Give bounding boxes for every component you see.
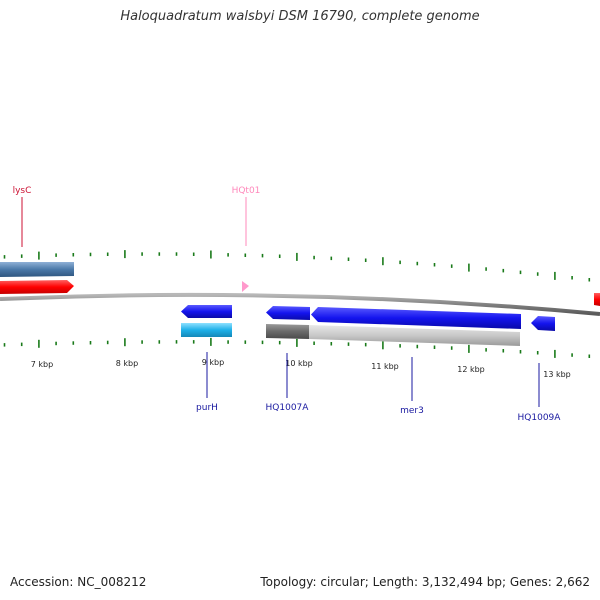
gene-label-lysC[interactable]: lysC: [13, 186, 32, 196]
reverse-cds-purH: [181, 305, 232, 318]
genome-backbone: [0, 292, 600, 316]
reverse-cds-mer3: [311, 307, 521, 329]
genome-summary-text: Topology: circular; Length: 3,132,494 bp…: [260, 575, 590, 589]
reverse-gene-HQ1007A: [266, 324, 309, 339]
reverse-cds-HQ1007A: [266, 306, 310, 320]
accession-text: Accession: NC_008212: [10, 575, 147, 589]
outer-tick-marks: [3, 250, 591, 282]
gene-label-purH[interactable]: purH: [196, 403, 218, 413]
trna-feature: [242, 281, 249, 292]
gene-label-HQt01[interactable]: HQt01: [232, 186, 261, 196]
inner-tick-marks: [3, 337, 591, 358]
gene-label-HQ1007A[interactable]: HQ1007A: [266, 403, 310, 413]
scale-label-10kbp: 10 kbp: [285, 359, 313, 368]
forward-cds-right-edge: [594, 293, 600, 306]
scale-label-13kbp: 13 kbp: [543, 370, 571, 379]
gene-label-HQ1009A[interactable]: HQ1009A: [518, 413, 562, 423]
forward-cds-arrow: [0, 280, 74, 294]
reverse-cds-HQ1009A: [531, 316, 555, 331]
forward-gene-bar: [0, 262, 74, 277]
scale-labels: 7 kbp 8 kbp 9 kbp 10 kbp 11 kbp 12 kbp 1…: [31, 358, 571, 379]
reverse-gene-mer3: [309, 325, 520, 346]
gene-label-mer3[interactable]: mer3: [400, 406, 424, 416]
reverse-gene-purH: [181, 323, 232, 337]
scale-label-12kbp: 12 kbp: [457, 365, 485, 374]
scale-label-11kbp: 11 kbp: [371, 362, 399, 371]
scale-label-7kbp: 7 kbp: [31, 360, 53, 369]
map-title: Haloquadratum walsbyi DSM 16790, complet…: [120, 9, 480, 24]
scale-label-8kbp: 8 kbp: [116, 359, 138, 368]
scale-label-9kbp: 9 kbp: [202, 358, 224, 367]
